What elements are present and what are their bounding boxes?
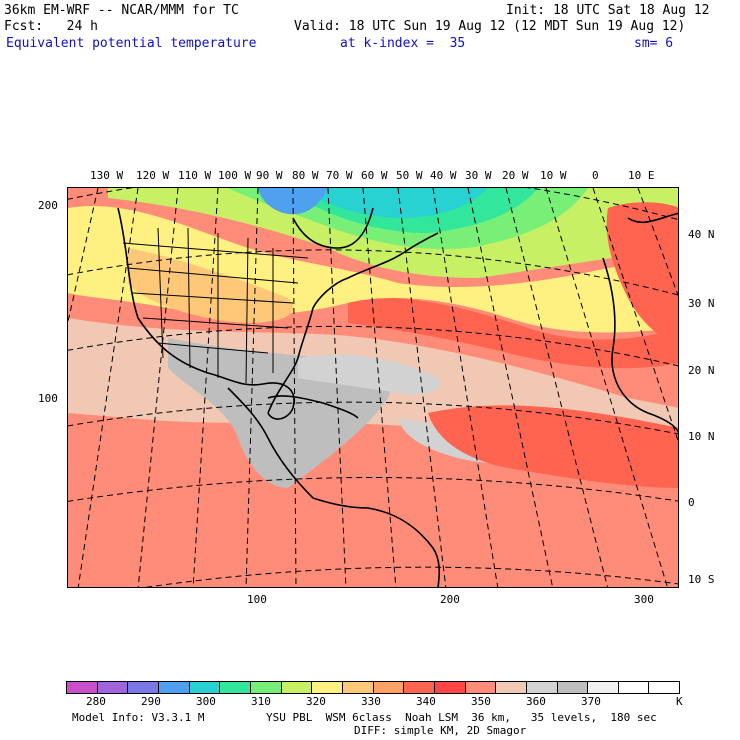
colorbar-units: K xyxy=(676,695,683,708)
lat-label: 20 N xyxy=(688,364,715,377)
diffusion-info: DIFF: simple KM, 2D Smagor xyxy=(354,724,527,737)
lon-label: 10 W xyxy=(540,169,567,182)
colorbar-label: 280 xyxy=(86,695,106,708)
colorbar-label: 360 xyxy=(526,695,546,708)
colorbar-swatch xyxy=(312,682,343,693)
colorbar-swatch xyxy=(158,682,190,693)
lon-label: 10 E xyxy=(628,169,655,182)
forecast-hour: Fcst: 24 h xyxy=(4,19,98,34)
colorbar-swatch xyxy=(189,682,221,693)
colorbar-swatch xyxy=(281,682,313,693)
colorbar-swatch xyxy=(220,682,251,693)
lat-label: 30 N xyxy=(688,297,715,310)
colorbar-label: 370 xyxy=(581,695,601,708)
model-title: 36km EM-WRF -- NCAR/MMM for TC xyxy=(4,3,239,18)
valid-time: Valid: 18 UTC Sun 19 Aug 12 (12 MDT Sun … xyxy=(294,19,686,34)
lon-label: 100 W xyxy=(218,169,252,182)
colorbar-swatch xyxy=(67,682,98,693)
grid-label-bottom: 100 xyxy=(247,593,267,606)
colorbar-label: 340 xyxy=(416,695,436,708)
lon-label: 0 xyxy=(592,169,599,182)
lat-label: 0 xyxy=(688,496,695,509)
colorbar-swatch xyxy=(526,682,558,693)
field-red-south xyxy=(428,405,678,488)
field-south-america xyxy=(238,488,438,587)
lon-label: 30 W xyxy=(465,169,492,182)
lon-label: 130 W xyxy=(90,169,124,182)
lon-label: 20 W xyxy=(502,169,529,182)
field-grey-atlantic xyxy=(298,354,441,395)
lon-label: 60 W xyxy=(361,169,388,182)
model-info: Model Info: V3.3.1 M xyxy=(72,711,205,724)
lat-label: 10 N xyxy=(688,430,715,443)
colorbar-swatch xyxy=(557,682,589,693)
grid-label-left: 200 xyxy=(38,199,58,212)
field-cyan xyxy=(298,188,488,218)
lon-label: 120 W xyxy=(136,169,170,182)
colorbar-label: 290 xyxy=(141,695,161,708)
political-borders xyxy=(122,227,309,384)
colorbar-label: 330 xyxy=(361,695,381,708)
colorbar-swatch xyxy=(618,682,650,693)
grid-label-left: 100 xyxy=(38,392,58,405)
lat-label: 10 S xyxy=(688,573,715,586)
lon-label: 90 W xyxy=(256,169,283,182)
longitude-lines xyxy=(68,188,678,587)
colorbar-swatch xyxy=(404,682,435,693)
lon-label: 70 W xyxy=(326,169,353,182)
colorbar-swatch xyxy=(373,682,405,693)
colorbar-swatch xyxy=(465,682,497,693)
k-index: at k-index = 35 xyxy=(340,36,466,51)
lon-label: 50 W xyxy=(396,169,423,182)
field-europe-red xyxy=(606,202,678,347)
init-time: Init: 18 UTC Sat 18 Aug 12 xyxy=(506,3,710,18)
colorbar-label: 310 xyxy=(251,695,271,708)
colorbar-swatch xyxy=(588,682,619,693)
lon-label: 40 W xyxy=(430,169,457,182)
theta-e-map xyxy=(67,187,679,588)
colorbar xyxy=(66,681,680,694)
colorbar-swatch xyxy=(342,682,374,693)
colorbar-swatch xyxy=(128,682,159,693)
lat-label: 40 N xyxy=(688,228,715,241)
coastlines xyxy=(117,207,678,587)
colorbar-label: 320 xyxy=(306,695,326,708)
lon-label: 80 W xyxy=(292,169,319,182)
colorbar-label: 300 xyxy=(196,695,216,708)
smoothing: sm= 6 xyxy=(634,36,674,51)
colorbar-swatch xyxy=(434,682,466,693)
colorbar-swatch xyxy=(250,682,282,693)
colorbar-label: 350 xyxy=(471,695,491,708)
grid-label-bottom: 200 xyxy=(440,593,460,606)
field-name: Equivalent potential temperature xyxy=(6,36,257,51)
colorbar-swatch xyxy=(496,682,527,693)
physics-info: YSU PBL WSM 6class Noah LSM 36 km, 35 le… xyxy=(266,711,657,724)
grid-label-bottom: 300 xyxy=(634,593,654,606)
lon-label: 110 W xyxy=(178,169,212,182)
colorbar-swatch xyxy=(649,682,680,693)
field-orange-us xyxy=(128,248,294,323)
map-canvas xyxy=(68,188,678,587)
field-red-belt xyxy=(348,297,678,369)
colorbar-swatch xyxy=(97,682,129,693)
